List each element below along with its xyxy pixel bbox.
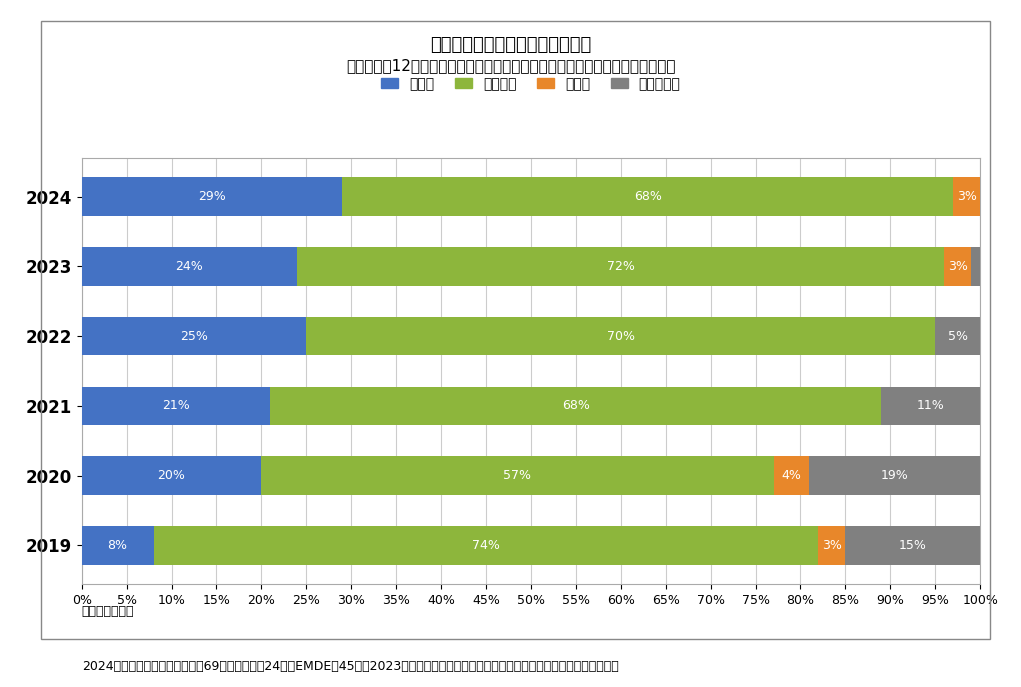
Text: 21%: 21% [162, 399, 190, 412]
Text: 29%: 29% [198, 190, 226, 203]
Bar [82, 247, 297, 286]
Bar [881, 387, 980, 425]
Text: 68%: 68% [562, 399, 590, 412]
Bar [261, 456, 774, 495]
Bar [954, 177, 980, 216]
Bar [82, 317, 306, 355]
Text: 19%: 19% [881, 469, 909, 482]
Bar [944, 247, 971, 286]
Text: 25%: 25% [180, 330, 208, 343]
Text: 4%: 4% [781, 469, 801, 482]
Text: 57%: 57% [503, 469, 532, 482]
Text: 11%: 11% [917, 399, 944, 412]
Text: 24%: 24% [176, 260, 203, 273]
Text: 3%: 3% [957, 190, 977, 203]
Bar [82, 456, 261, 495]
Text: 8%: 8% [107, 539, 128, 552]
Bar [82, 177, 342, 216]
Bar [810, 456, 980, 495]
Text: 20%: 20% [157, 469, 186, 482]
Bar [342, 177, 954, 216]
Text: 15%: 15% [898, 539, 927, 552]
Text: （出所）ＷＧＣ: （出所）ＷＧＣ [82, 605, 134, 618]
Bar [845, 526, 980, 565]
Bar [306, 317, 935, 355]
Bar [971, 247, 980, 286]
Text: 72%: 72% [606, 260, 635, 273]
Text: 68%: 68% [634, 190, 662, 203]
Text: 3%: 3% [822, 539, 842, 552]
Bar [297, 247, 944, 286]
Text: 問：向こう12ヵ月で貴機関の金保有量はどのように変化すると予想しますか。: 問：向こう12ヵ月で貴機関の金保有量はどのように変化すると予想しますか。 [346, 58, 675, 73]
Bar [82, 526, 153, 565]
Text: 2024年基準すべての中央銀行（69）、先進国（24）、EMDE（45）。2023年の調査以降。「わからない」という選択肢は削除されました。: 2024年基準すべての中央銀行（69）、先進国（24）、EMDE（45）。202… [82, 660, 619, 673]
Bar [935, 317, 980, 355]
Legend: 増やす, 変更なし, 減らす, 分からない: 増やす, 変更なし, 減らす, 分からない [376, 71, 686, 96]
Bar [82, 387, 271, 425]
Bar [271, 387, 881, 425]
Text: 3%: 3% [947, 260, 968, 273]
Bar [153, 526, 819, 565]
Text: 5%: 5% [947, 330, 968, 343]
Bar [819, 526, 845, 565]
Bar [774, 456, 810, 495]
Text: ＷＧＣ中央銀行サーベイ２０２４: ＷＧＣ中央銀行サーベイ２０２４ [430, 36, 591, 54]
Text: 74%: 74% [472, 539, 500, 552]
Text: 70%: 70% [606, 330, 635, 343]
